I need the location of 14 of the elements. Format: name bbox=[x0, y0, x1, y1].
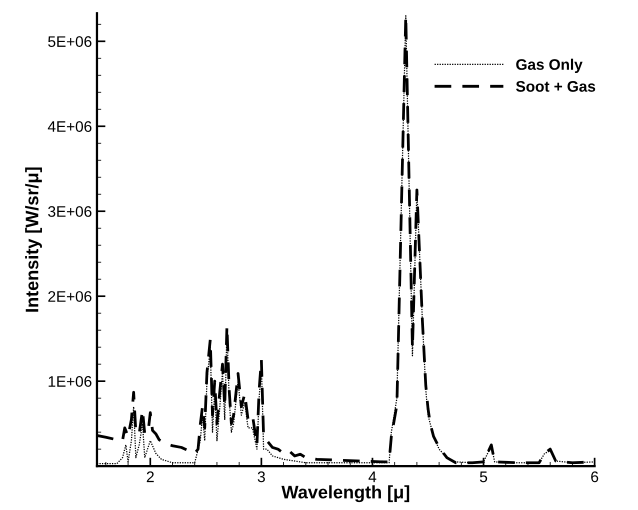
x-tick-label: 4 bbox=[368, 472, 376, 482]
y-tick-label: 2E+06 bbox=[48, 291, 92, 302]
y-tick-label: 4E+06 bbox=[48, 121, 92, 132]
x-tick-label: 3 bbox=[258, 471, 265, 482]
x-tick-label: 6 bbox=[591, 471, 598, 482]
legend-label: Gas Only bbox=[516, 58, 583, 73]
y-tick-label: 3E+06 bbox=[48, 206, 92, 217]
x-tick-label: 5 bbox=[480, 472, 488, 482]
y-tick-label: 1E+06 bbox=[48, 376, 92, 387]
y-axis-title: Intensity [W/sr/μ] bbox=[25, 167, 42, 312]
y-tick-label: 5E+06 bbox=[48, 36, 92, 47]
x-axis-title: Wavelength [μ] bbox=[281, 485, 410, 502]
legend-label: Soot + Gas bbox=[516, 80, 596, 92]
x-tick-label: 2 bbox=[146, 471, 154, 482]
